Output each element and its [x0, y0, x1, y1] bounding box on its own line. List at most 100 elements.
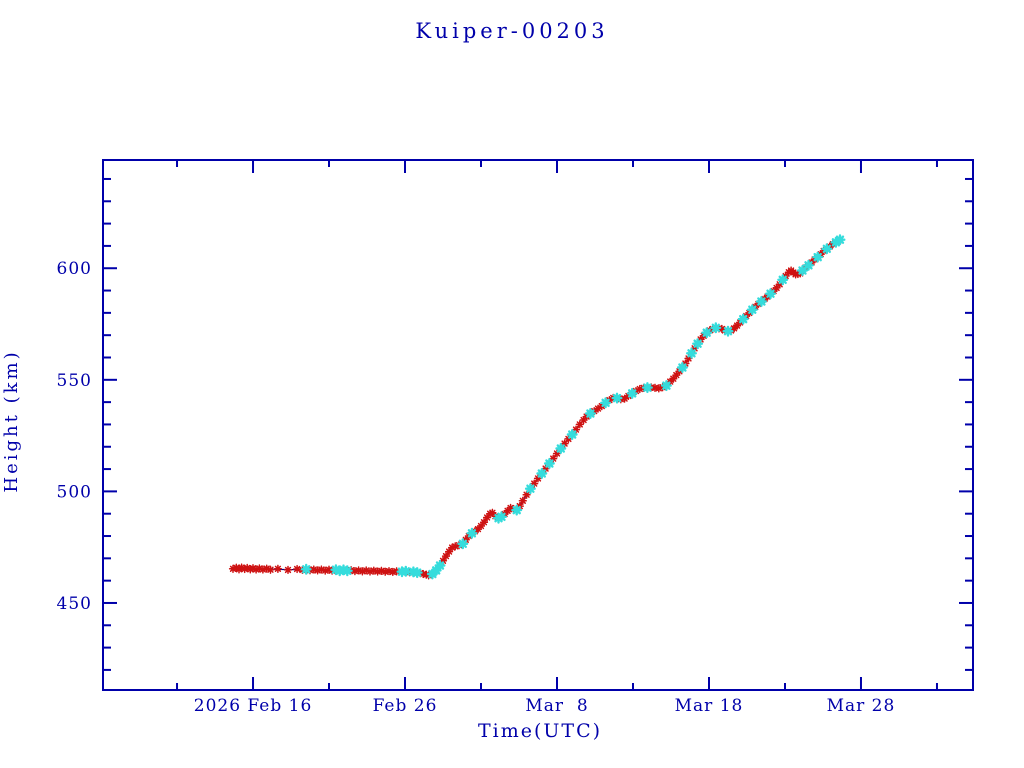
red-asterisk-marker: [441, 551, 451, 561]
y-tick-label: 500: [57, 482, 92, 502]
y-axis-label: Height (km): [1, 349, 22, 492]
red-asterisk-marker: [620, 394, 629, 403]
red-asterisk-marker: [262, 564, 271, 573]
red-asterisk-marker: [266, 565, 275, 574]
red-asterisk-marker: [237, 563, 246, 572]
cyan-asterisk-marker: [722, 325, 734, 337]
red-asterisk-marker: [541, 464, 550, 473]
red-asterisk-marker: [362, 566, 371, 575]
x-axis-label: Time(UTC): [478, 720, 602, 742]
red-asterisk-marker: [696, 335, 705, 344]
axis-ticks: [104, 161, 972, 689]
red-asterisk-marker: [772, 283, 781, 293]
cyan-asterisk-marker: [300, 563, 312, 575]
red-asterisk-marker: [564, 434, 573, 444]
cyan-asterisk-marker: [710, 322, 722, 334]
red-asterisk-marker: [485, 509, 495, 518]
cyan-asterisk-marker: [746, 304, 758, 316]
cyan-asterisk-marker: [803, 259, 814, 271]
cyan-asterisk-marker: [611, 392, 623, 404]
cyan-asterisk-marker: [524, 483, 536, 495]
cyan-asterisk-marker: [496, 511, 507, 523]
red-asterisk-marker: [476, 521, 486, 531]
cyan-asterisk-marker: [511, 504, 523, 516]
cyan-asterisk-marker: [466, 527, 478, 539]
red-asterisk-marker: [482, 513, 492, 522]
red-asterisk-marker: [283, 565, 293, 575]
red-asterisk-marker: [488, 508, 497, 517]
cyan-asterisk-marker: [755, 296, 767, 307]
red-asterisk-marker: [324, 565, 334, 574]
x-tick-label: Mar 8: [525, 696, 588, 716]
cyan-asterisk-marker: [821, 243, 833, 255]
red-asterisk-marker: [732, 321, 742, 330]
cyan-asterisk-marker: [400, 565, 412, 577]
plot-frame: [102, 159, 974, 691]
red-asterisk-marker: [530, 479, 539, 488]
red-asterisk-marker: [522, 490, 531, 499]
y-tick-label: 550: [57, 371, 92, 391]
red-asterisk-marker: [309, 565, 318, 574]
axis-tick-labels: 2026 Feb 16 Feb 26 Mar 8 Mar 18 Mar 28 450 500…: [57, 259, 896, 716]
red-asterisk-marker: [292, 564, 302, 574]
x-tick-label: Mar 28: [827, 696, 896, 716]
red-asterisk-marker: [684, 354, 693, 363]
red-asterisk-marker: [424, 571, 433, 580]
red-asterisk-marker: [503, 506, 512, 515]
red-asterisk-marker: [358, 567, 367, 576]
cyan-asterisk-marker: [686, 347, 697, 359]
cyan-asterisk-marker: [411, 567, 423, 579]
red-asterisk-marker: [373, 567, 382, 576]
cyan-asterisk-marker: [641, 382, 653, 394]
cyan-asterisk-marker: [765, 288, 776, 300]
red-asterisk-marker: [552, 449, 562, 458]
cyan-asterisk-marker: [692, 338, 704, 350]
red-asterisk-marker: [251, 565, 261, 574]
red-asterisk-marker: [232, 563, 241, 572]
cyan-asterisk-marker: [676, 362, 688, 373]
red-asterisk-marker: [243, 563, 252, 573]
cyan-asterisk-marker: [737, 313, 749, 325]
red-asterisk-marker: [717, 324, 727, 334]
red-asterisk-marker: [575, 420, 584, 429]
red-asterisk-marker: [666, 377, 675, 386]
x-tick-label: Mar 18: [675, 696, 744, 716]
cyan-asterisk-marker: [660, 380, 672, 392]
x-tick-label: 2026 Feb 16: [194, 696, 313, 716]
red-asterisk-marker: [669, 374, 678, 383]
red-asterisk-marker: [654, 384, 663, 393]
cyan-asterisk-marker: [812, 251, 824, 263]
cyan-asterisk-marker: [600, 397, 612, 409]
cyan-asterisk-marker: [834, 234, 846, 246]
cyan-asterisk-marker: [566, 429, 578, 440]
y-tick-label: 600: [57, 259, 92, 279]
red-asterisk-marker: [690, 344, 699, 353]
chart-title: Kuiper-00203: [415, 19, 608, 43]
red-asterisk-marker: [248, 564, 258, 573]
red-asterisk-marker: [255, 564, 264, 573]
cyan-asterisk-marker: [341, 565, 353, 577]
cyan-asterisk-marker: [797, 265, 808, 276]
y-tick-label: 450: [57, 594, 92, 614]
red-asterisk-marker: [593, 404, 603, 413]
red-asterisk-marker: [635, 384, 644, 394]
cyan-asterisk-marker: [555, 443, 567, 454]
red-asterisk-marker: [365, 567, 375, 576]
red-asterisk-marker: [354, 566, 363, 575]
red-asterisk-marker: [571, 425, 581, 434]
red-asterisk-marker: [444, 547, 454, 556]
red-asterisk-marker: [579, 415, 588, 425]
cyan-asterisk-marker: [536, 468, 548, 479]
red-asterisk-marker: [321, 566, 330, 575]
x-tick-label: Feb 26: [373, 696, 438, 716]
red-asterisk-marker: [384, 566, 394, 576]
cyan-asterisk-marker: [434, 560, 446, 571]
red-asterisk-marker: [451, 542, 460, 551]
cyan-asterisk-marker: [543, 458, 555, 469]
red-asterisk-marker: [479, 518, 489, 527]
red-asterisk-marker: [473, 524, 483, 534]
red-asterisk-marker: [560, 439, 569, 448]
red-asterisk-marker: [658, 383, 667, 392]
red-asterisk-marker: [246, 565, 255, 574]
